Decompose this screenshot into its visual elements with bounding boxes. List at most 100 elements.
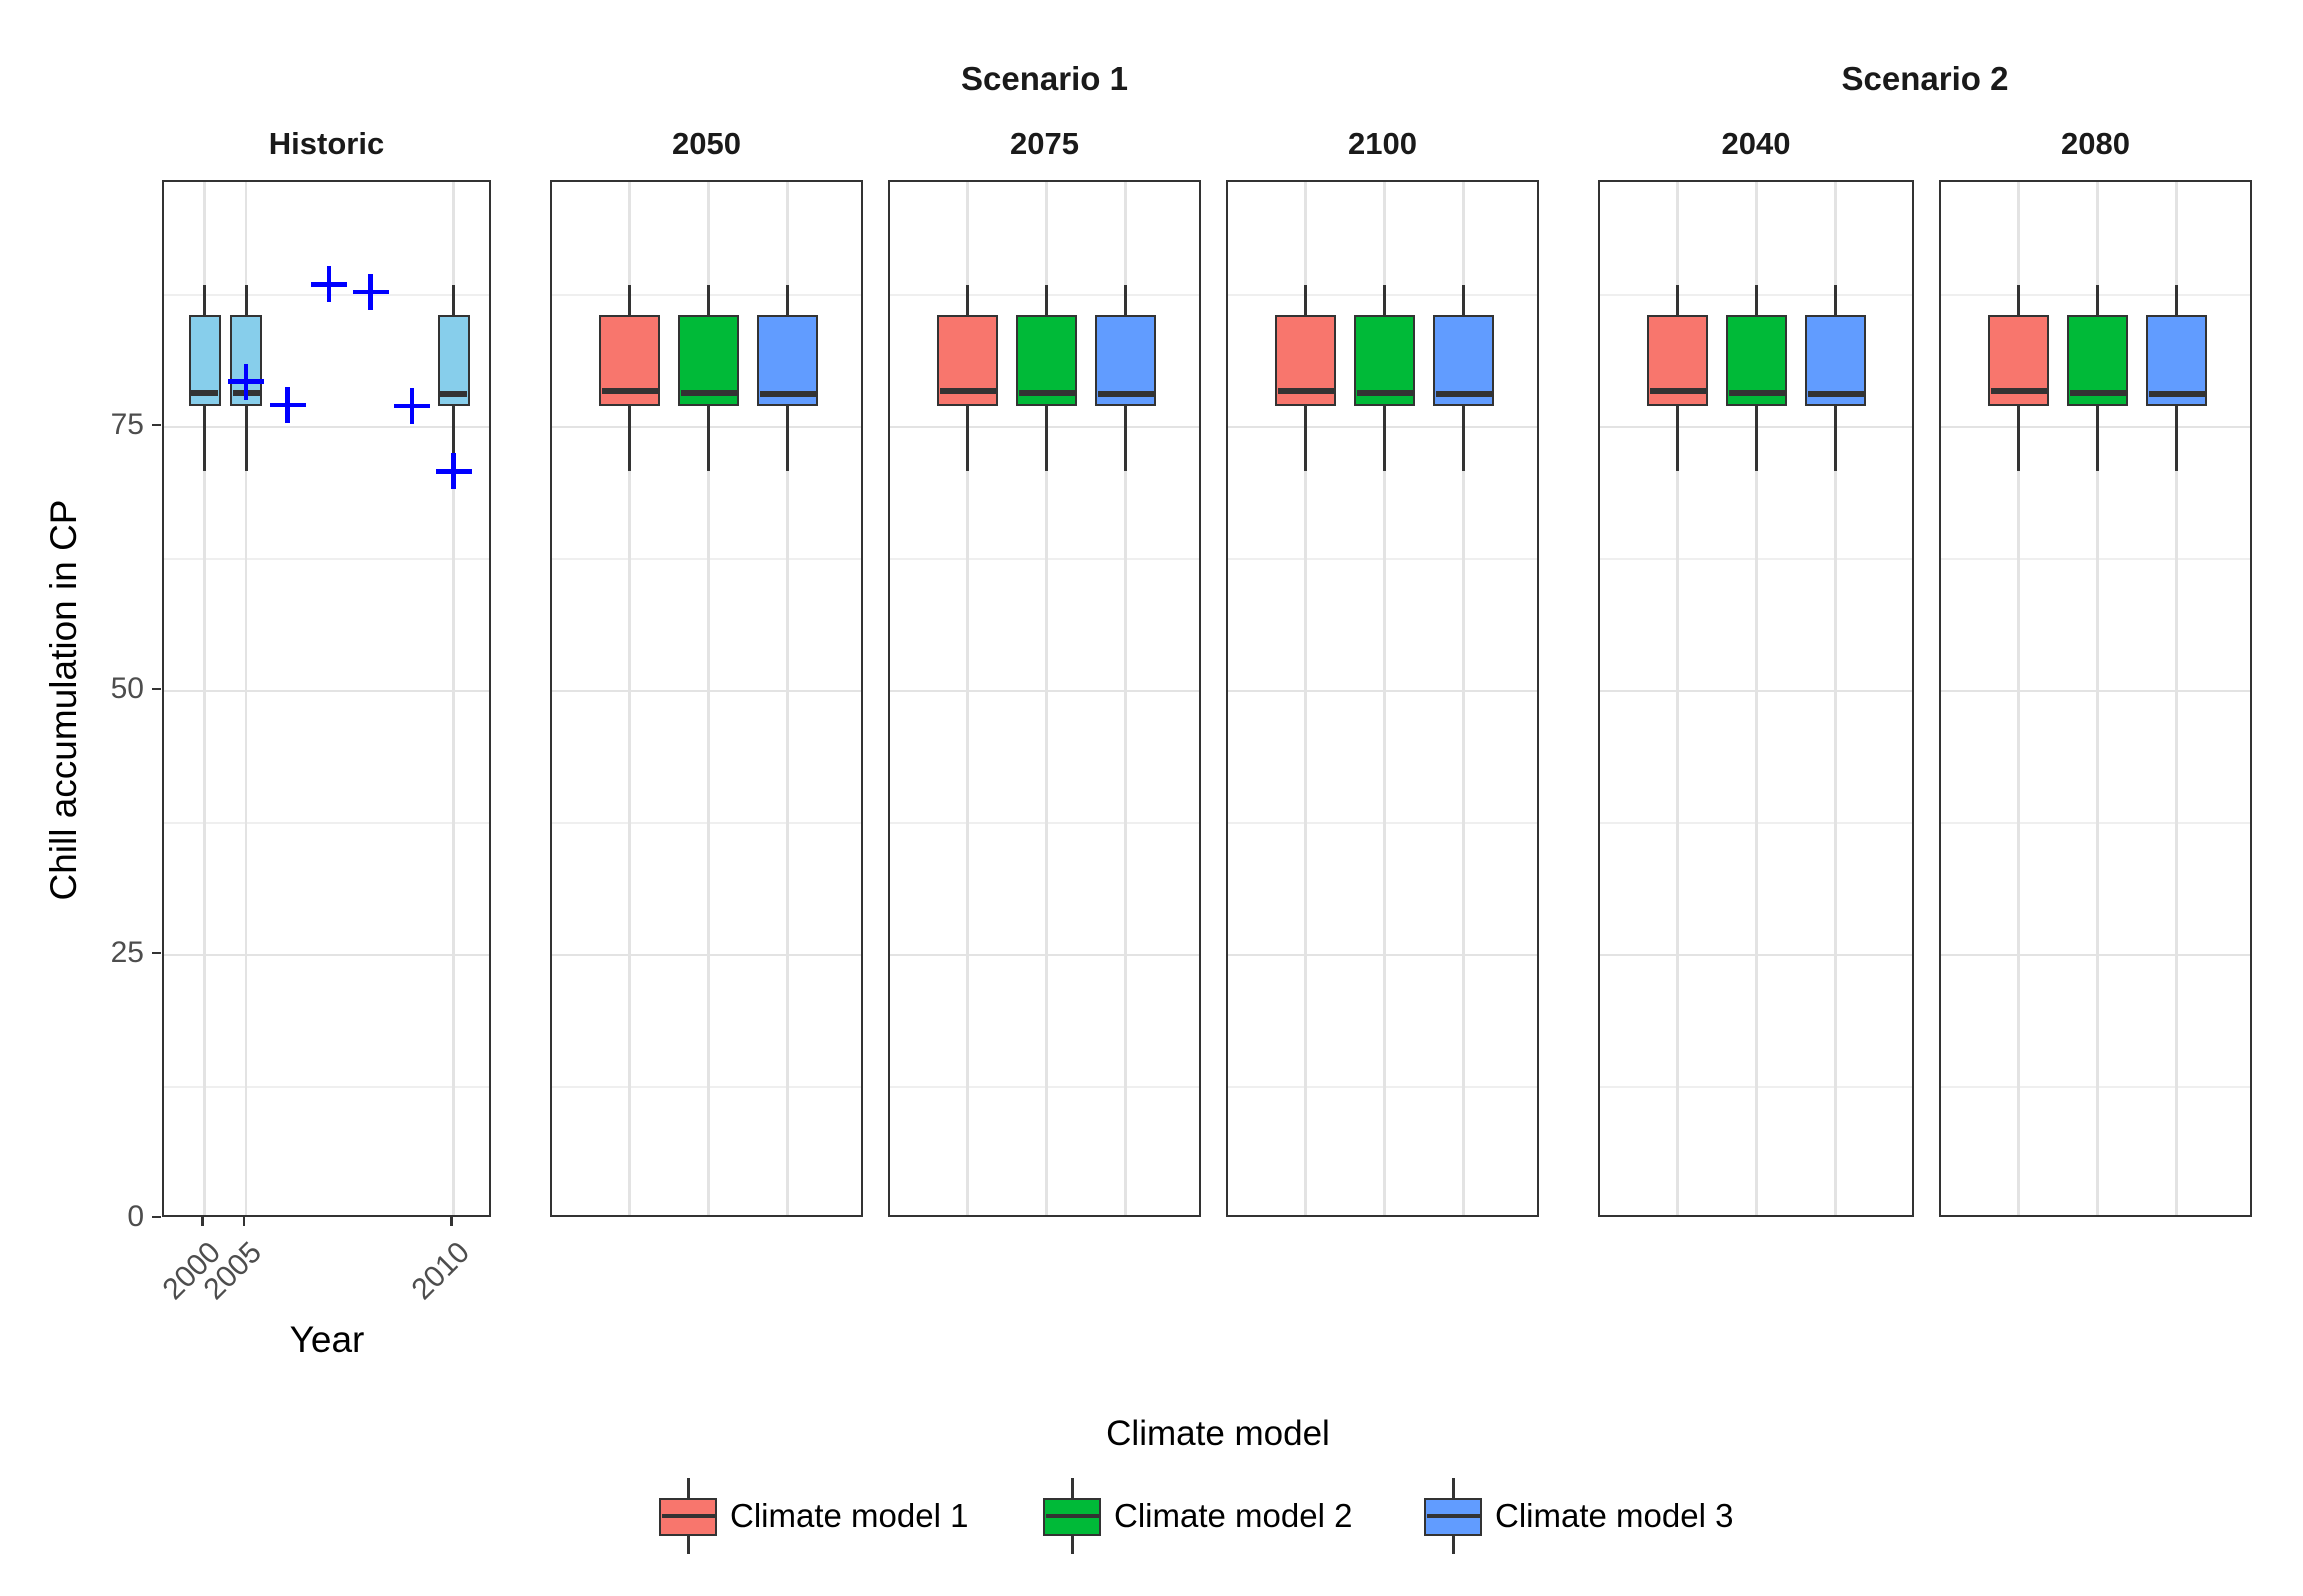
box-whisker-upper — [1755, 285, 1758, 316]
legend-glyph-whisker-bottom — [686, 1536, 690, 1554]
box-median-line — [939, 388, 996, 395]
gridline-x — [1676, 182, 1679, 1215]
box-whisker-lower — [1124, 405, 1127, 472]
x-tick-mark — [201, 1217, 204, 1226]
box-whisker-lower — [1462, 405, 1465, 472]
gridline-minor-y — [164, 1085, 489, 1088]
box-whisker-upper — [1834, 285, 1837, 316]
gridline-x — [1462, 182, 1465, 1215]
observed-point-plus — [368, 273, 373, 310]
box-median-line — [1097, 391, 1154, 398]
gridline-minor-y — [1941, 293, 2250, 296]
facet-strip-label: 2050 — [672, 126, 741, 161]
y-tick-label: 75 — [110, 407, 144, 441]
gridline-major-y — [890, 953, 1199, 957]
facet-group-label: Scenario 2 — [1841, 60, 2009, 97]
box-iqr — [2146, 315, 2207, 406]
gridline-x — [1124, 182, 1127, 1215]
box-whisker-upper — [203, 285, 206, 316]
gridline-minor-y — [552, 821, 861, 824]
gridline-minor-y — [1228, 1085, 1537, 1088]
gridline-x — [452, 182, 455, 1215]
legend-glyph-whisker-top — [1451, 1478, 1455, 1498]
gridline-x — [2017, 182, 2020, 1215]
box-whisker-lower — [1834, 405, 1837, 472]
facet-strip-label: 2075 — [1010, 126, 1079, 161]
y-tick-mark — [152, 687, 161, 691]
gridline-x — [707, 182, 710, 1215]
gridline-major-y — [1228, 953, 1537, 957]
box-whisker-upper — [786, 285, 789, 316]
box-median-line — [1277, 388, 1334, 395]
gridline-minor-y — [1228, 293, 1537, 296]
facet-strip-label: Historic — [268, 126, 385, 161]
box-median-line — [1807, 391, 1864, 398]
box-whisker-upper — [1124, 285, 1127, 316]
y-tick-mark — [152, 1215, 161, 1219]
box-median-line — [1435, 391, 1492, 398]
legend-glyph-whisker-top — [1070, 1478, 1074, 1498]
legend-key-glyph — [658, 1478, 718, 1554]
box-whisker-lower — [1304, 405, 1307, 472]
gridline-major-y — [1941, 425, 2250, 429]
legend-key-label: Climate model 2 — [1114, 1497, 1353, 1534]
box-whisker-upper — [2017, 285, 2020, 316]
gridline-x — [244, 182, 248, 1215]
box-iqr — [1433, 315, 1494, 406]
gridline-major-y — [1941, 689, 2250, 693]
facet-group-label: Scenario 1 — [961, 60, 1128, 97]
box-whisker-lower — [203, 405, 206, 472]
gridline-x — [1045, 182, 1048, 1215]
box-whisker-upper — [244, 285, 248, 316]
y-tick-label: 0 — [127, 1200, 144, 1233]
gridline-x — [1304, 182, 1307, 1215]
gridline-major-y — [1228, 689, 1537, 693]
box-median-line — [1356, 390, 1413, 397]
panel-2100 — [1226, 180, 1539, 1217]
panel-2040 — [1598, 180, 1914, 1217]
legend-glyph-whisker-bottom — [1451, 1536, 1455, 1554]
legend-glyph-median — [661, 1514, 715, 1518]
gridline-minor-y — [552, 557, 861, 560]
gridline-minor-y — [890, 821, 1199, 824]
box-whisker-upper — [1676, 285, 1679, 316]
box-whisker-lower — [707, 405, 710, 472]
box-median-line — [1728, 390, 1785, 397]
gridline-x — [1834, 182, 1837, 1215]
gridline-x — [1383, 182, 1386, 1215]
panel-2050 — [550, 180, 863, 1217]
y-tick-mark — [152, 423, 161, 427]
box-median-line — [601, 388, 658, 395]
x-axis-title: Year — [289, 1319, 365, 1360]
gridline-major-y — [552, 425, 861, 429]
gridline-major-y — [164, 689, 489, 693]
box-whisker-lower — [966, 405, 969, 472]
box-iqr — [437, 315, 470, 406]
box-whisker-lower — [2175, 405, 2178, 472]
legend-glyph-whisker-bottom — [1070, 1536, 1074, 1554]
legend-glyph-median — [1045, 1514, 1099, 1518]
box-whisker-upper — [2096, 285, 2099, 316]
legend-title: Climate model — [1106, 1414, 1330, 1453]
box-median-line — [2148, 391, 2205, 398]
box-whisker-upper — [966, 285, 969, 316]
box-whisker-upper — [1383, 285, 1386, 316]
box-whisker-lower — [628, 405, 631, 472]
y-tick-label: 25 — [110, 935, 144, 969]
box-iqr — [1805, 315, 1866, 406]
box-median-line — [1649, 388, 1706, 395]
panel-2075 — [888, 180, 1201, 1217]
legend-glyph-median — [1426, 1514, 1480, 1518]
facet-strip-label: 2080 — [2061, 126, 2130, 161]
y-tick-mark — [152, 951, 161, 955]
y-tick-label: 50 — [110, 671, 144, 705]
box-median-line — [1018, 390, 1075, 397]
legend-key-label: Climate model 1 — [730, 1497, 969, 1534]
box-whisker-lower — [2017, 405, 2020, 472]
gridline-minor-y — [552, 293, 861, 296]
gridline-major-y — [164, 953, 489, 957]
gridline-x — [1755, 182, 1758, 1215]
box-whisker-upper — [1304, 285, 1307, 316]
box-whisker-upper — [1045, 285, 1048, 316]
legend-glyph-whisker-top — [686, 1478, 690, 1498]
